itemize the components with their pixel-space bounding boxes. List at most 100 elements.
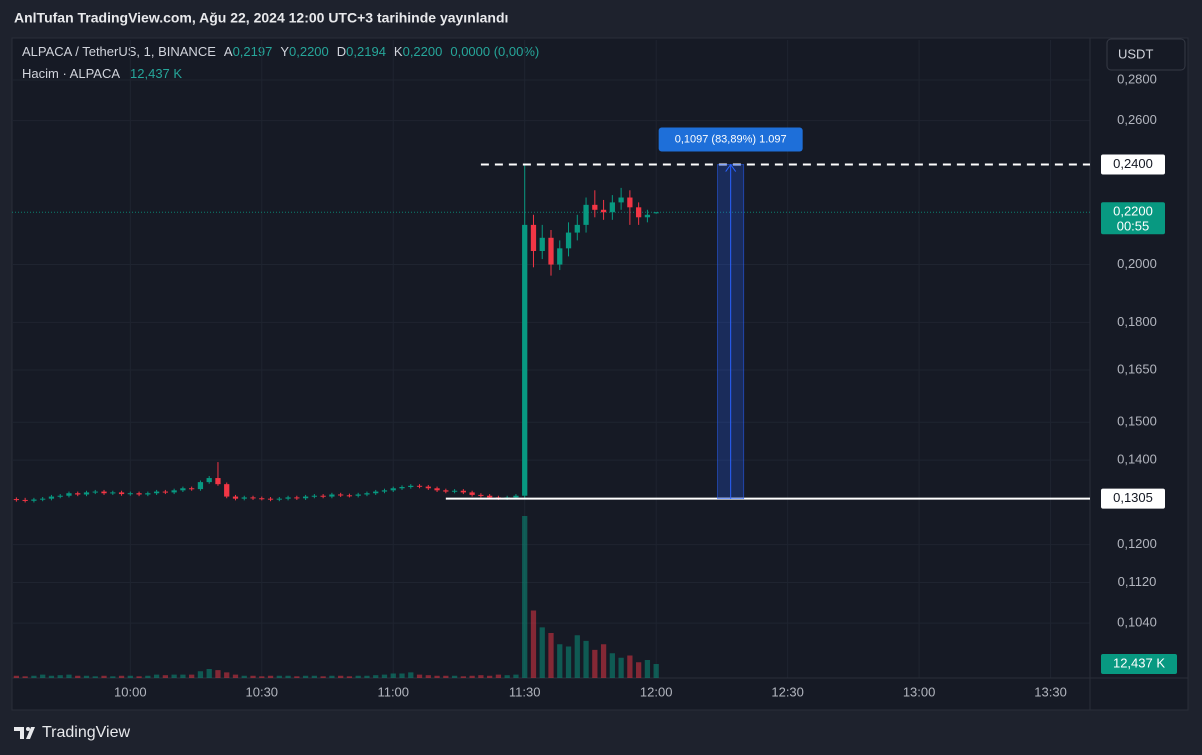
- volume-bar: [460, 676, 466, 678]
- candle-body: [600, 209, 607, 213]
- volume-bar: [40, 674, 46, 678]
- volume-bar: [530, 610, 537, 678]
- candle-body: [259, 498, 265, 500]
- publisher: AnlTufan TradingView.com, Ağu 22, 2024 1…: [14, 10, 508, 26]
- candle-body: [162, 491, 169, 493]
- volume-bar: [600, 644, 607, 678]
- volume-bar: [416, 674, 423, 678]
- volume-bar: [574, 635, 580, 678]
- volume-box: [1101, 654, 1177, 675]
- c: 0,2200: [403, 44, 443, 59]
- candle-body: [618, 197, 624, 203]
- l: 0,2194: [346, 44, 386, 59]
- volume-bar: [206, 669, 212, 678]
- y-tick-label: 0,1200: [1117, 536, 1157, 551]
- candle-body: [478, 494, 484, 496]
- countdown: 00:55: [1117, 219, 1150, 234]
- x-tick-label: 11:00: [377, 684, 409, 699]
- candle-body: [75, 493, 81, 495]
- candle-body: [101, 491, 107, 494]
- candle-body: [22, 499, 28, 501]
- candle-body: [31, 499, 37, 501]
- y-tick-label: 0,2800: [1117, 71, 1157, 86]
- candle-body: [153, 491, 160, 494]
- volume-bar: [118, 675, 125, 678]
- y-tick-label: 0,1400: [1117, 452, 1157, 467]
- change: 0,0000 (0,00%): [450, 44, 539, 59]
- volume-bar: [197, 671, 204, 678]
- candle-body: [487, 495, 493, 498]
- volume-bar: [653, 664, 659, 678]
- candle-body: [13, 499, 20, 501]
- volume-bar: [311, 675, 317, 678]
- candle-body: [224, 484, 230, 497]
- h-label: Y: [280, 44, 289, 59]
- candle-body: [241, 497, 247, 499]
- candle-body: [197, 482, 204, 490]
- candle-body: [443, 490, 449, 492]
- measure-label: 0,1097 (83,89%) 1.097: [675, 133, 787, 145]
- candle-body: [285, 497, 291, 499]
- candle-body: [425, 486, 431, 489]
- y-tick-label: 0,1650: [1117, 361, 1157, 376]
- candle-body: [302, 496, 309, 499]
- volume-bar: [57, 675, 63, 678]
- candle-body: [451, 490, 458, 492]
- volume-bar: [451, 675, 458, 678]
- volume-bar: [75, 675, 81, 678]
- volume-bar: [302, 675, 309, 678]
- volume-bar: [495, 674, 502, 678]
- measure-label-box: [658, 127, 803, 152]
- candle-body: [381, 490, 388, 492]
- candle-body: [189, 488, 195, 490]
- candle-body: [644, 214, 651, 218]
- x-tick-label: 12:00: [640, 684, 673, 699]
- volume-bar: [83, 675, 90, 678]
- volume-bar: [513, 674, 519, 678]
- candle-body: [399, 487, 405, 489]
- x-tick-label: 13:00: [903, 684, 936, 699]
- volume-bar: [381, 674, 388, 678]
- price-line-label: 0,2400: [1113, 156, 1153, 171]
- volume-bar: [294, 676, 300, 678]
- candle-body: [557, 248, 563, 265]
- volume-legend: Hacim · ALPACA 12,437 K: [22, 66, 182, 81]
- volume-bar: [609, 653, 615, 678]
- volume-bar: [487, 675, 493, 678]
- currency-button[interactable]: [1106, 38, 1186, 71]
- volume-bar: [101, 675, 107, 678]
- candle-body: [136, 493, 142, 495]
- volume-bar: [171, 674, 177, 678]
- volume-bar: [636, 662, 642, 678]
- measure-arrowhead: [725, 163, 737, 172]
- volume-bar: [539, 627, 545, 678]
- candle-body: [48, 496, 55, 499]
- candle-body: [416, 485, 423, 487]
- x-tick-label: 13:30: [1034, 684, 1067, 699]
- c-label: K: [394, 44, 403, 59]
- volume-bar: [224, 672, 230, 678]
- brand: TradingView: [14, 724, 130, 741]
- candle-body: [110, 492, 116, 494]
- candle-body: [311, 495, 317, 497]
- candle-body: [513, 495, 519, 498]
- candle-body: [320, 495, 326, 497]
- symbol: ALPACA / TetherUS, 1, BINANCE: [22, 44, 216, 59]
- legend-line: ALPACA / TetherUS, 1, BINANCE A0,2197 Y0,2…: [22, 44, 539, 59]
- price-line-label: 0,1305: [1113, 490, 1153, 505]
- o-label: A: [224, 44, 233, 59]
- volume-bar: [259, 676, 265, 678]
- volume-bar: [355, 675, 361, 678]
- candle-body: [530, 224, 537, 251]
- volume-bar: [443, 675, 449, 678]
- volume-bar: [136, 676, 142, 678]
- candle-body: [355, 494, 361, 496]
- candle-body: [338, 494, 344, 496]
- volume-bar: [189, 674, 195, 678]
- volume-bar: [399, 673, 405, 678]
- brand-name: TradingView: [42, 724, 130, 741]
- candle-body: [92, 491, 98, 493]
- candle-body: [390, 488, 396, 491]
- currency-label[interactable]: USDT: [1118, 46, 1153, 61]
- volume-bar: [276, 675, 282, 678]
